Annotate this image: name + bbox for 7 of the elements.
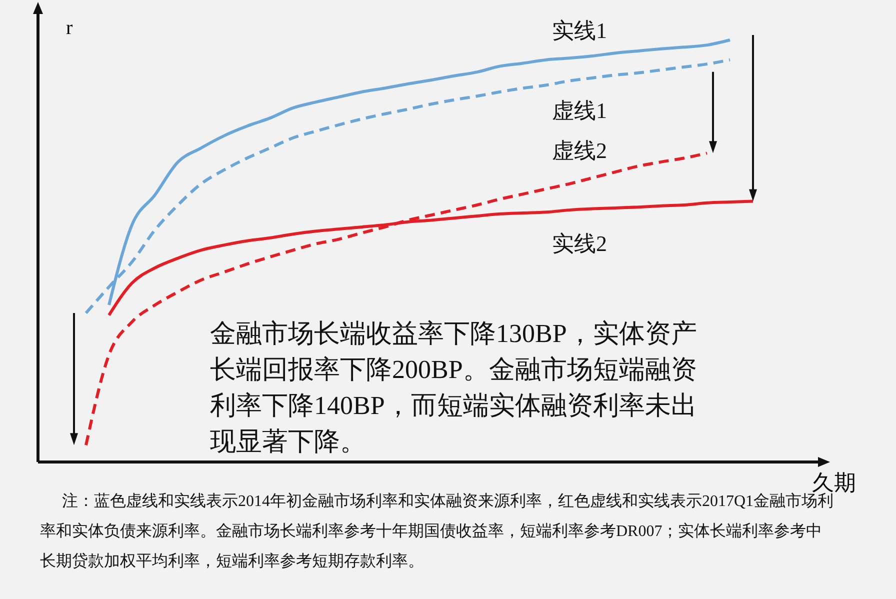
series-label: 实线1 [552,18,607,44]
series-label: 虚线1 [552,98,607,123]
text: 注：蓝色虚线和实线表示2014年初金融市场利率和实体融资来源利率，红色虚线和实线表示2017Q1金融市场利率和实体负债来源利率。金融市场长端利率参考十年期国债收益率，短端利率参考DR007；实体长端利率参考中长期贷款加权平均利率，短端利率参考短期存款利率。 [40,492,834,570]
y-axis-title: r [66,17,73,39]
series-label: 虚线2 [552,138,607,163]
annotation: 金融市场长端收益率下降130BP，实体资产长端回报率下降200BP。金融市场短端融资利率下降140BP，而短端实体融资利率未出现显著下降。 [210,319,697,456]
series-label: 实线2 [552,230,607,256]
